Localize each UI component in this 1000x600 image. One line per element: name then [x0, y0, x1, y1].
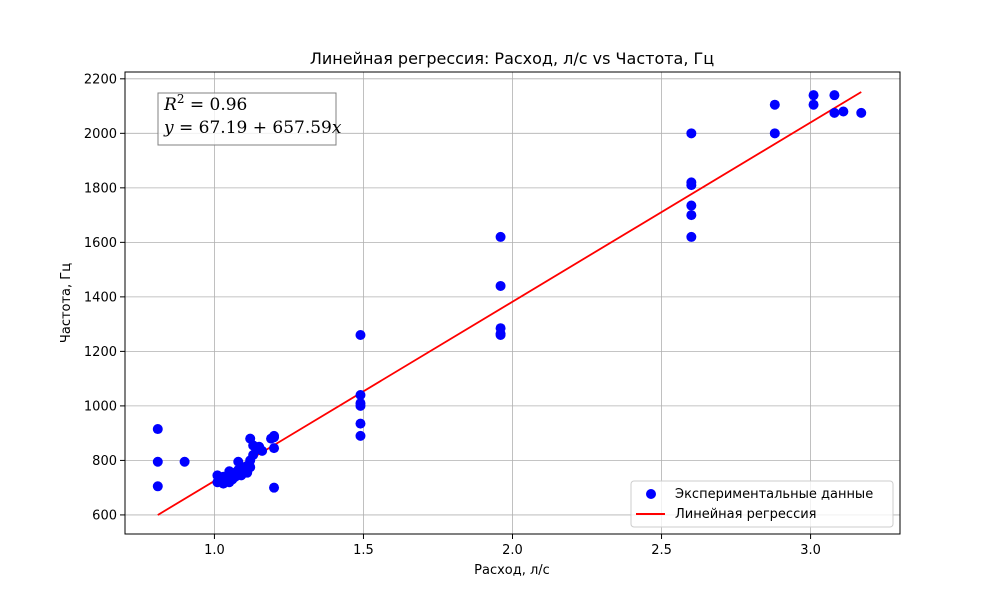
legend-label-scatter: Экспериментальные данные	[675, 487, 873, 502]
legend: Экспериментальные данные Линейная регрес…	[630, 480, 894, 528]
annotation-eq-body: = 67.19 + 657.59	[174, 118, 332, 138]
annotation-r2-value: = 0.96	[184, 95, 247, 115]
data-point	[686, 210, 697, 221]
data-point	[686, 180, 697, 191]
data-point	[355, 430, 366, 441]
data-point	[269, 432, 280, 443]
data-point	[152, 481, 163, 492]
annotation-r2-superscript: 2	[177, 92, 185, 106]
data-point	[769, 99, 780, 110]
data-point	[829, 107, 840, 118]
data-point	[686, 200, 697, 211]
annotation-r2-symbol: R	[163, 95, 177, 115]
annotation-eq-x: x	[332, 118, 342, 138]
data-point	[856, 107, 867, 118]
data-point	[838, 106, 849, 117]
data-point	[355, 389, 366, 400]
data-point	[686, 231, 697, 242]
data-point	[245, 462, 256, 473]
y-tick-label: 1400	[84, 290, 117, 305]
x-axis-ticks: 1.0 1.5 2.0 2.5 3.0	[204, 534, 821, 558]
data-point	[152, 456, 163, 467]
y-tick-label: 1200	[84, 345, 117, 360]
data-point	[269, 443, 280, 454]
y-tick-label: 2200	[84, 72, 117, 87]
data-point	[829, 90, 840, 101]
y-axis-ticks: 600 800 1000 1200 1400 1600 1800 2000 2200	[84, 72, 125, 523]
data-point	[179, 456, 190, 467]
data-point	[355, 330, 366, 341]
data-point	[769, 128, 780, 139]
data-point	[269, 482, 280, 493]
data-point	[152, 424, 163, 435]
x-tick-label: 1.0	[204, 543, 225, 558]
annotation-equation: y = 67.19 + 657.59x	[163, 118, 342, 138]
chart-title: Линейная регрессия: Расход, л/с vs Часто…	[310, 49, 714, 68]
legend-box	[630, 480, 894, 528]
data-point	[495, 328, 506, 339]
x-axis-label: Расход, л/с	[474, 563, 550, 578]
data-point	[355, 418, 366, 429]
annotation-eq-y: y	[163, 118, 174, 138]
data-point	[495, 231, 506, 242]
y-tick-label: 2000	[84, 127, 117, 142]
annotation-r2: R2 = 0.96	[163, 92, 247, 115]
data-point	[808, 90, 819, 101]
data-point	[257, 445, 268, 456]
data-point	[355, 400, 366, 411]
annotation-box	[157, 92, 337, 146]
y-tick-label: 600	[92, 508, 117, 523]
x-tick-label: 2.5	[651, 543, 672, 558]
scatter-points-layer	[152, 90, 867, 493]
regression-annotation: R2 = 0.96 y = 67.19 + 657.59x	[157, 92, 342, 146]
y-axis-label: Частота, Гц	[59, 263, 74, 343]
data-point	[686, 128, 697, 139]
y-tick-label: 800	[92, 454, 117, 469]
data-point	[808, 99, 819, 110]
y-tick-label: 1800	[84, 181, 117, 196]
y-tick-label: 1000	[84, 399, 117, 414]
data-point	[495, 280, 506, 291]
x-tick-label: 1.5	[353, 543, 374, 558]
x-tick-label: 3.0	[800, 543, 821, 558]
y-tick-label: 1600	[84, 236, 117, 251]
legend-label-line: Линейная регрессия	[675, 507, 816, 522]
legend-scatter-marker	[646, 489, 656, 499]
x-tick-label: 2.0	[502, 543, 523, 558]
